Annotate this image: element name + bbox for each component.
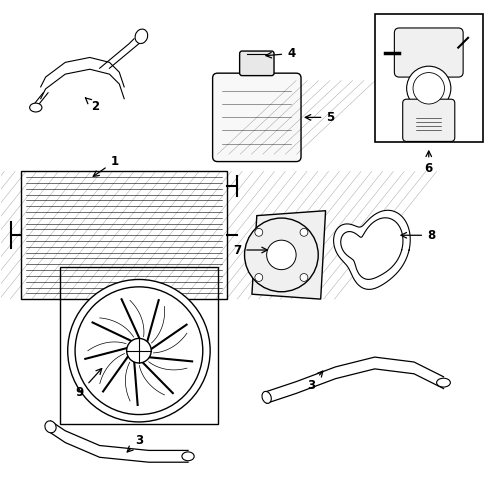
- Circle shape: [300, 274, 308, 281]
- FancyBboxPatch shape: [403, 99, 455, 142]
- Text: 6: 6: [425, 151, 433, 176]
- Ellipse shape: [135, 29, 148, 43]
- Ellipse shape: [262, 392, 271, 404]
- Circle shape: [300, 228, 308, 236]
- Polygon shape: [375, 14, 483, 142]
- FancyBboxPatch shape: [212, 73, 301, 162]
- Text: 9: 9: [76, 368, 102, 399]
- Circle shape: [255, 228, 263, 236]
- Ellipse shape: [182, 452, 194, 460]
- Ellipse shape: [30, 103, 42, 112]
- Polygon shape: [341, 218, 403, 280]
- FancyBboxPatch shape: [394, 28, 463, 77]
- Text: 5: 5: [305, 111, 334, 124]
- Ellipse shape: [437, 378, 451, 387]
- Circle shape: [267, 240, 296, 270]
- Circle shape: [68, 280, 210, 422]
- Circle shape: [413, 72, 445, 104]
- Circle shape: [245, 218, 318, 292]
- Text: 3: 3: [307, 371, 323, 392]
- Circle shape: [126, 338, 151, 363]
- Circle shape: [255, 274, 263, 281]
- Circle shape: [407, 66, 451, 110]
- Ellipse shape: [45, 421, 56, 433]
- Text: 3: 3: [127, 434, 143, 452]
- Text: 7: 7: [233, 244, 267, 256]
- Text: 4: 4: [266, 47, 295, 60]
- Text: 8: 8: [401, 229, 435, 242]
- Text: 2: 2: [85, 98, 99, 112]
- Polygon shape: [252, 210, 326, 299]
- Text: 1: 1: [93, 155, 119, 176]
- FancyBboxPatch shape: [240, 51, 274, 76]
- Polygon shape: [333, 210, 410, 290]
